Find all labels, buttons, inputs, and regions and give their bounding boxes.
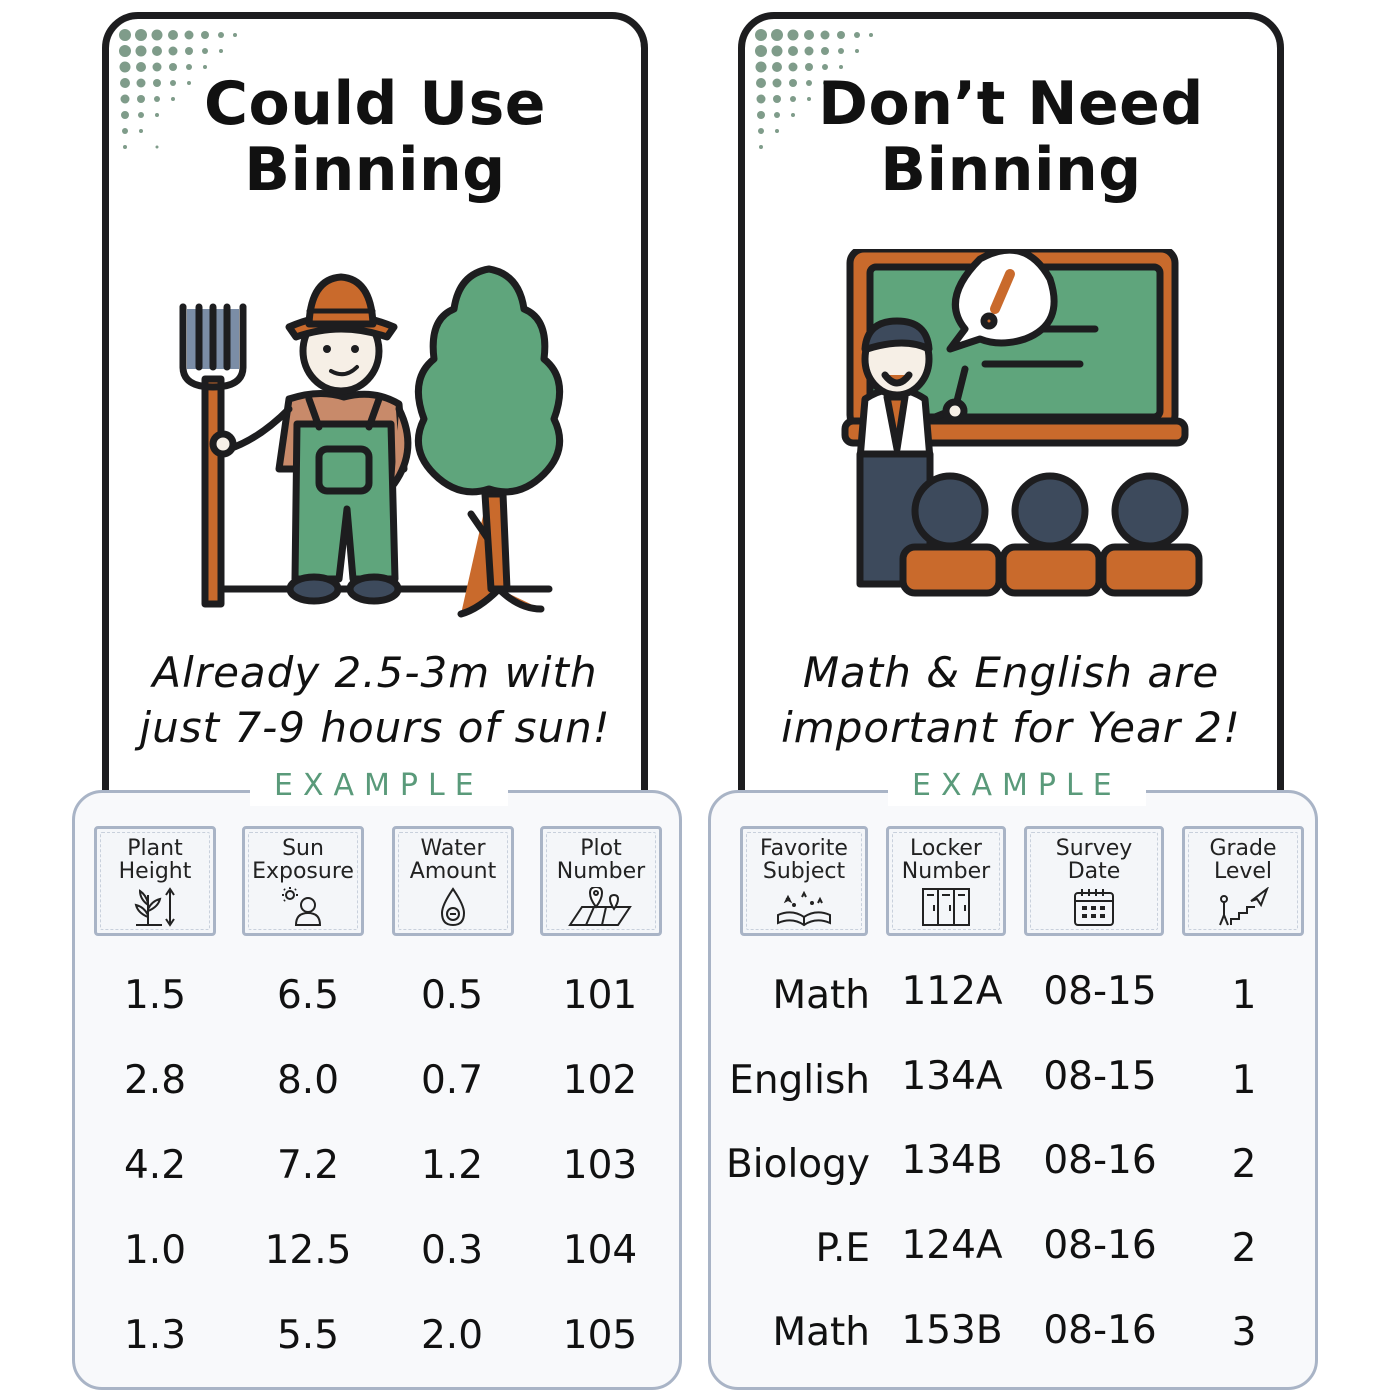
title-line: Binning	[244, 135, 506, 205]
halftone-dots-decoration	[119, 29, 237, 149]
farmer-and-tree-illustration	[179, 265, 564, 618]
table-cell: 102	[562, 1058, 638, 1103]
header-line: Height	[118, 859, 192, 884]
title-line: Could Use	[204, 69, 546, 139]
table-cell: 4.2	[123, 1143, 187, 1188]
header-line: Grade	[1209, 836, 1277, 861]
table-cell: 1.3	[123, 1313, 187, 1358]
locker-icon	[922, 888, 970, 926]
table-cell: 6.5	[276, 973, 340, 1018]
table-cell: 2	[1231, 1226, 1257, 1271]
table-cell: 3	[1231, 1310, 1257, 1355]
header-line: Plot	[580, 836, 622, 861]
table-cell: 153B	[901, 1308, 1003, 1353]
calendar-icon	[1074, 889, 1114, 926]
table-cell: P.E	[815, 1226, 870, 1271]
example-label: EXAMPLE	[888, 766, 1146, 806]
header-line: Amount	[409, 859, 497, 884]
header-line: Sun	[282, 836, 324, 861]
table-cell: 1.0	[123, 1228, 187, 1273]
card-title: Don’t Need Binning	[745, 71, 1277, 203]
table-cell: 08-16	[1043, 1308, 1157, 1353]
table-cell: 08-16	[1043, 1223, 1157, 1268]
table-cell: 105	[562, 1313, 638, 1358]
table-cell: 12.5	[264, 1228, 352, 1273]
table-cell: 1	[1231, 973, 1257, 1018]
table-cell: English	[729, 1058, 870, 1103]
table-cell: 0.7	[420, 1058, 484, 1103]
header-line: Number	[556, 859, 646, 884]
card-caption: Math & English are important for Year 2!	[745, 645, 1277, 755]
could-use-binning-card: Could Use Binning	[102, 12, 648, 892]
table-cell: 0.5	[420, 973, 484, 1018]
stairs-icon	[1219, 887, 1269, 926]
table-cell: 1.5	[123, 973, 187, 1018]
table-cell: Biology	[726, 1142, 870, 1187]
table-cell: 8.0	[276, 1058, 340, 1103]
title-line: Binning	[880, 135, 1142, 205]
table-cell: 08-16	[1043, 1138, 1157, 1183]
header-line: Number	[901, 859, 991, 884]
table-cell: 103	[562, 1143, 638, 1188]
caption-line: Math & English are	[802, 648, 1220, 697]
sun-exposure-icon	[282, 887, 322, 926]
header-line: Exposure	[252, 859, 354, 884]
teacher-classroom-illustration	[841, 249, 1203, 597]
table-cell: 112A	[901, 969, 1003, 1014]
dont-need-binning-card: Don’t Need Binning	[738, 12, 1284, 892]
header-line: Plant	[127, 836, 183, 861]
table-cell: 134B	[901, 1138, 1003, 1183]
table-cell: Math	[772, 973, 870, 1018]
header-line: Water	[420, 836, 486, 861]
table-cell: 101	[562, 973, 638, 1018]
table-cell: 1.2	[420, 1143, 484, 1188]
halftone-dots-decoration	[755, 29, 873, 149]
caption-line: Already 2.5-3m with	[152, 648, 598, 697]
table-cell: 124A	[901, 1223, 1003, 1268]
table-cell: 08-15	[1043, 1054, 1157, 1099]
table-cell: Math	[772, 1310, 870, 1355]
header-line: Subject	[762, 859, 846, 884]
table-cell: 104	[562, 1228, 638, 1273]
table-cell: 1	[1231, 1058, 1257, 1103]
header-line: Favorite	[760, 836, 848, 861]
title-line: Don’t Need	[818, 69, 1204, 139]
map-pin-icon	[568, 887, 632, 926]
column-header-grade-level: Grade Level	[1182, 826, 1304, 936]
column-header-survey-date: Survey Date	[1024, 826, 1164, 936]
card-caption: Already 2.5-3m with just 7-9 hours of su…	[109, 645, 641, 755]
column-header-favorite-subject: Favorite Subject	[740, 826, 868, 936]
header-line: Survey	[1055, 836, 1133, 861]
table-cell: 2.0	[420, 1313, 484, 1358]
plant-height-icon	[134, 887, 175, 927]
header-line: Locker	[910, 836, 982, 861]
table-cell: 7.2	[276, 1143, 340, 1188]
table-cell: 134A	[901, 1054, 1003, 1099]
water-drop-icon	[440, 887, 466, 927]
caption-line: important for Year 2!	[781, 703, 1241, 752]
column-header-water-amount: Water Amount	[392, 826, 514, 936]
table-cell: 0.3	[420, 1228, 484, 1273]
column-header-sun-exposure: Sun Exposure	[242, 826, 364, 936]
example-label: EXAMPLE	[250, 766, 508, 806]
caption-line: just 7-9 hours of sun!	[139, 703, 611, 752]
column-header-plant-height: Plant Height	[94, 826, 216, 936]
open-book-icon	[777, 891, 831, 927]
column-header-plot-number: Plot Number	[540, 826, 662, 936]
table-cell: 5.5	[276, 1313, 340, 1358]
header-line: Level	[1213, 859, 1273, 884]
column-header-locker-number: Locker Number	[886, 826, 1006, 936]
table-cell: 2.8	[123, 1058, 187, 1103]
header-line: Date	[1067, 859, 1121, 884]
table-cell: 08-15	[1043, 969, 1157, 1014]
card-title: Could Use Binning	[109, 71, 641, 203]
table-cell: 2	[1231, 1142, 1257, 1187]
